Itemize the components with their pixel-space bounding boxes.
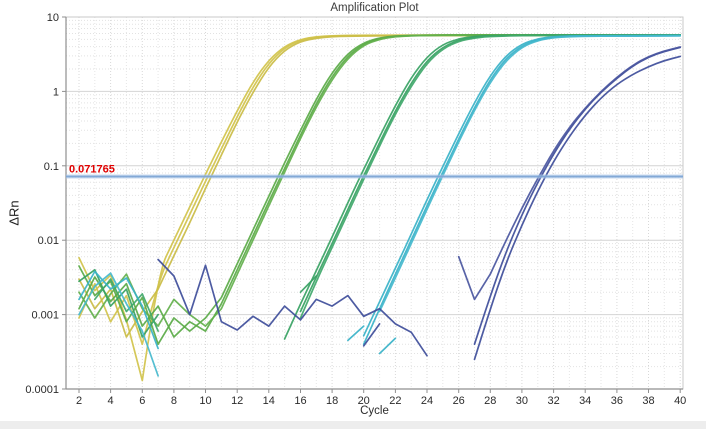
series-line-g1-r2 (78, 34, 682, 346)
x-tick-label: 16 (294, 395, 306, 407)
series-line-g3-noise-2 (93, 278, 159, 332)
y-tick-label: 0.1 (44, 161, 59, 173)
y-tick-label: 1 (53, 86, 59, 98)
x-tick-label: 28 (484, 395, 496, 407)
x-tick-label: 24 (421, 395, 433, 407)
x-tick-label: 22 (389, 395, 401, 407)
x-tick-label: 36 (611, 395, 623, 407)
series-line-g4-noise-2 (78, 272, 159, 377)
chart-title: Amplification Plot (330, 2, 419, 14)
series-line-g5-r3 (457, 46, 682, 301)
x-tick-label: 26 (453, 395, 465, 407)
y-tick-label: 0.0001 (25, 384, 59, 396)
series-line-g4-r2 (362, 34, 682, 346)
x-tick-label: 12 (231, 395, 243, 407)
x-tick-label: 38 (642, 395, 654, 407)
series-line-g4-r3 (378, 35, 682, 313)
window-edge-strip (0, 421, 706, 429)
x-tick-label: 10 (199, 395, 211, 407)
y-tick-label: 10 (47, 12, 59, 24)
series-line-g4-noise-4 (378, 337, 397, 355)
series-line-g2-r1 (78, 33, 682, 346)
x-tick-label: 30 (516, 395, 528, 407)
x-tick-label: 40 (674, 395, 686, 407)
x-tick-label: 8 (171, 395, 177, 407)
x-axis-title: Cycle (360, 405, 389, 417)
series-line-g5-r1 (473, 46, 682, 346)
series-line-g5-noise-1 (157, 258, 428, 357)
series-line-g3-r1 (283, 34, 682, 340)
x-tick-label: 20 (358, 395, 370, 407)
x-tick-label: 34 (579, 395, 591, 407)
x-tick-label: 32 (547, 395, 559, 407)
series-line-g5-noise-2 (362, 323, 381, 347)
series-line-g3-noise-1 (78, 268, 159, 338)
x-tick-label: 14 (263, 395, 275, 407)
series-line-g2-r3 (78, 34, 682, 327)
x-tick-label: 4 (108, 395, 114, 407)
x-tick-label: 6 (139, 395, 145, 407)
y-tick-label: 0.01 (38, 235, 59, 247)
threshold-label: 0.071765 (69, 164, 115, 176)
series-line-g5-r2 (473, 55, 682, 361)
y-axis-title: ΔRn (6, 200, 22, 226)
series-line-g3-r3 (299, 34, 682, 319)
x-tick-label: 18 (326, 395, 338, 407)
x-tick-label: 2 (76, 395, 82, 407)
series-line-g4-noise-3 (347, 325, 365, 342)
series-line-g3-noise-3 (299, 275, 318, 294)
y-tick-label: 0.001 (31, 310, 59, 322)
series-line-g4-noise-1 (78, 270, 159, 350)
